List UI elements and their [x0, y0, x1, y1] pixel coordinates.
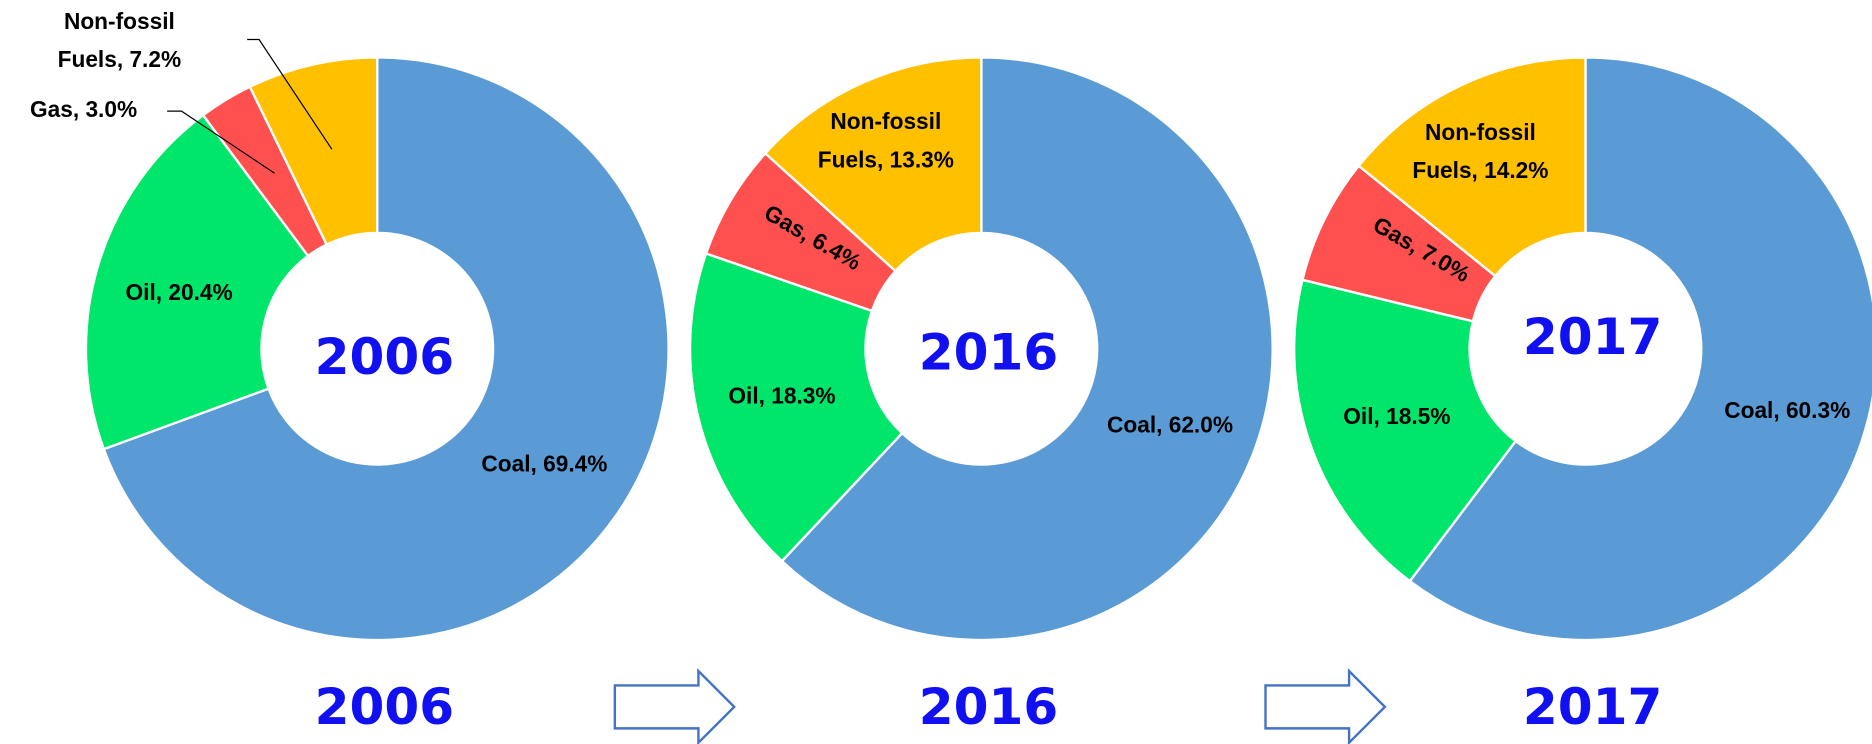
slice	[1408, 56, 1872, 642]
chart-title: 2006	[315, 677, 455, 736]
data-label: Oil, 20.4%	[126, 279, 233, 305]
slice	[102, 56, 670, 642]
slice	[248, 56, 379, 247]
slice	[1292, 278, 1518, 583]
data-label: Coal, 60.3%	[1724, 397, 1850, 423]
data-label: Coal, 62.0%	[1107, 411, 1233, 437]
chart-title: 2016	[919, 677, 1059, 736]
donut: Coal, 69.4% Oil, 20.4% Gas, 3.0% Non-fossil…	[30, 8, 670, 736]
arrow	[1264, 668, 1387, 744]
slice	[1357, 56, 1587, 278]
data-label: Oil, 18.3%	[728, 383, 835, 409]
data-label: Oil, 18.5%	[1343, 403, 1450, 429]
donut: Coal, 62.0%Oil, 18.3%Gas, 6.4%Non-fossil…	[688, 56, 1274, 736]
slice	[84, 113, 310, 451]
slice	[688, 251, 904, 563]
center-label: 2016	[919, 322, 1059, 381]
arrow	[613, 668, 736, 744]
slice	[763, 56, 983, 273]
chart-title: 2017	[1523, 677, 1663, 736]
center-label: 2006	[315, 327, 455, 386]
leader-line	[167, 110, 275, 174]
leader-line	[247, 38, 333, 150]
data-label: Gas, 3.0%	[30, 96, 137, 122]
slice	[780, 56, 1274, 642]
center-label: 2017	[1523, 307, 1663, 366]
donut: Coal, 60.3%Oil, 18.5%Gas, 7.0%Non-fossil…	[1292, 56, 1872, 736]
data-label: Non-fossil Fuels, 13.3%	[818, 108, 954, 172]
data-label: Coal, 69.4%	[481, 451, 607, 477]
data-label: Non-fossil Fuels, 14.2%	[1412, 119, 1548, 183]
data-label: Non-fossil Fuels, 7.2%	[58, 8, 182, 72]
